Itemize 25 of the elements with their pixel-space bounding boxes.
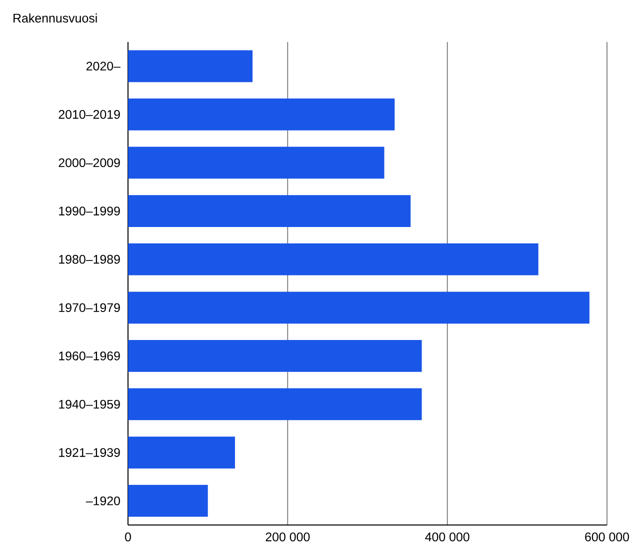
bar xyxy=(128,484,208,517)
y-tick-label: 2000–2009 xyxy=(58,158,120,168)
y-axis-title: Rakennusvuosi xyxy=(14,13,97,23)
bar xyxy=(128,195,411,227)
y-tick-label: 2020– xyxy=(86,62,120,71)
bar xyxy=(128,292,590,324)
y-tick-label: 1970–1979 xyxy=(59,303,120,312)
y-tick-label: 1990–1999 xyxy=(59,206,120,216)
x-tick-label: 0 xyxy=(125,532,131,542)
bar xyxy=(128,340,422,372)
bar xyxy=(128,436,235,468)
bar xyxy=(128,243,538,276)
x-tick-label: 400 000 xyxy=(425,532,470,542)
y-tick-label: 2010–2019 xyxy=(58,110,120,119)
bar xyxy=(128,388,422,420)
y-tick-label: 1980–1989 xyxy=(59,254,120,264)
y-tick-label: –1920 xyxy=(86,496,120,506)
x-tick-label: 200 000 xyxy=(266,532,310,542)
bar xyxy=(128,146,384,179)
y-tick-label: 1921–1939 xyxy=(59,448,120,457)
y-tick-label: 1940–1959 xyxy=(59,400,120,409)
x-tick-label: 600 000 xyxy=(585,532,629,542)
bar xyxy=(128,98,395,130)
bar xyxy=(128,50,253,82)
y-tick-label: 1960–1969 xyxy=(59,352,120,360)
